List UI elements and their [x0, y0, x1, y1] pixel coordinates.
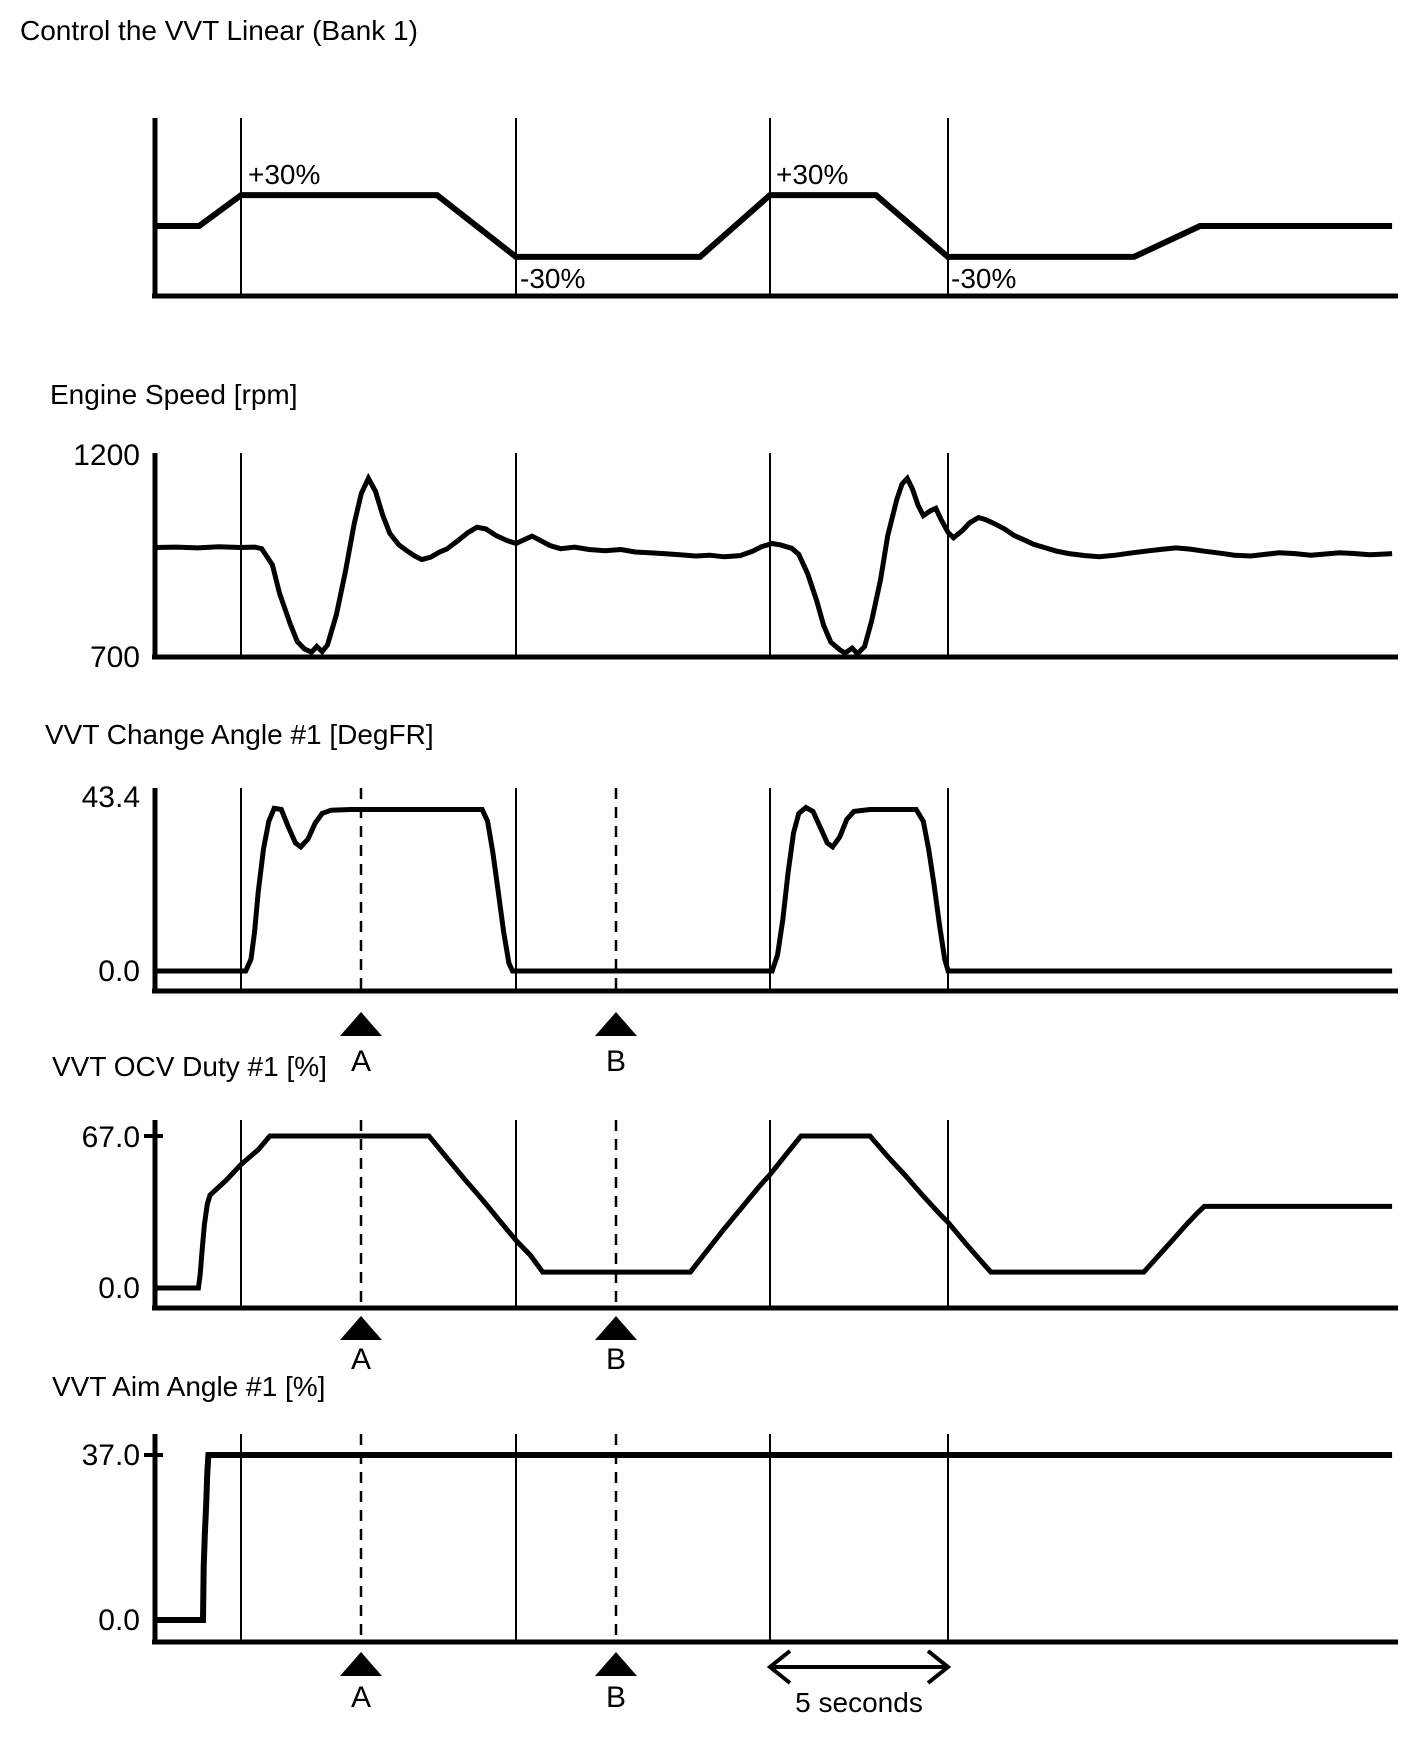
- marker-b-label: B: [605, 1681, 626, 1714]
- marker-a-label: A: [350, 1343, 371, 1376]
- marker-b-label: B: [605, 1343, 626, 1376]
- time-scale-label: 5 seconds: [795, 1687, 923, 1718]
- chart1-title: Control the VVT Linear (Bank 1): [20, 15, 418, 46]
- marker-b-triangle-icon: [595, 1652, 637, 1676]
- marker-a-triangle-icon: [340, 1012, 382, 1036]
- minus30-annotation-2: -30%: [951, 263, 1017, 294]
- marker-triangles: [340, 1012, 637, 1676]
- engine-speed-trace: [154, 472, 1393, 658]
- plus30-annotation-2: +30%: [776, 159, 849, 190]
- marker-b-triangle-icon: [595, 1012, 637, 1036]
- ocv-duty-max-label: 67.0: [81, 1121, 140, 1154]
- vvt-angle-max-label: 43.4: [81, 781, 140, 814]
- engine-speed-min-label: 700: [89, 641, 140, 674]
- minus30-annotation-1: -30%: [520, 263, 586, 294]
- control-signal-trace: [155, 192, 1393, 260]
- ocv-duty-zero-label: 0.0: [98, 1272, 140, 1305]
- event-gridlines: [240, 118, 949, 1642]
- time-scale-arrow-icon: [766, 1649, 952, 1685]
- cursor-dashed-lines: [359, 788, 618, 1642]
- marker-a-label: A: [350, 1681, 371, 1714]
- chart5-title: VVT Aim Angle #1 [%]: [52, 1371, 326, 1402]
- chart3-title: VVT Change Angle #1 [DegFR]: [45, 719, 434, 750]
- marker-b-label: B: [605, 1045, 626, 1078]
- marker-a-triangle-icon: [340, 1652, 382, 1676]
- vvt-change-angle-trace: [155, 804, 1393, 974]
- aim-angle-zero-label: 0.0: [98, 1604, 140, 1637]
- vvt-ocv-duty-trace: [155, 1133, 1393, 1291]
- vvt-aim-angle-trace: [155, 1452, 1393, 1623]
- aim-angle-max-label: 37.0: [81, 1439, 140, 1472]
- marker-b-triangle-icon: [595, 1316, 637, 1340]
- vvt-angle-zero-label: 0.0: [98, 955, 140, 988]
- marker-a-triangle-icon: [340, 1316, 382, 1340]
- chart2-title: Engine Speed [rpm]: [50, 379, 298, 410]
- chart4-title: VVT OCV Duty #1 [%]: [52, 1051, 327, 1082]
- axis-ticks: [144, 1134, 163, 1457]
- plus30-annotation-1: +30%: [248, 159, 321, 190]
- engine-speed-max-label: 1200: [73, 439, 140, 472]
- chart-axes: [152, 118, 1398, 1645]
- marker-a-label: A: [350, 1045, 371, 1078]
